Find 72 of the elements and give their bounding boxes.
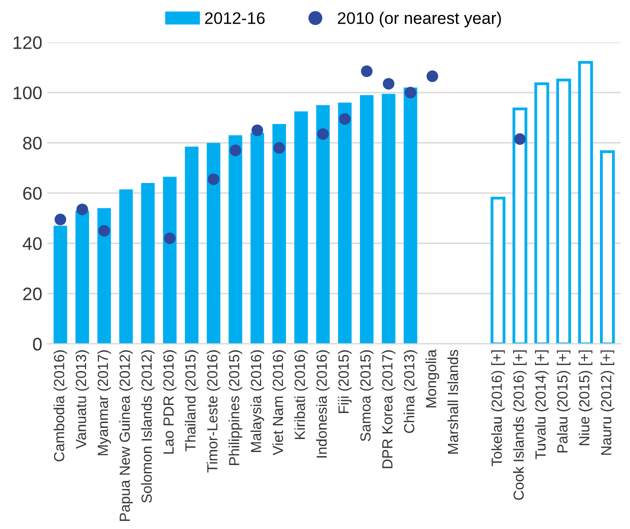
bar <box>556 78 572 344</box>
x-tick-label: Niue (2015) [+] <box>578 350 592 446</box>
x-tick-label: Tokelau (2016) [+] <box>491 350 505 466</box>
bar <box>512 108 528 344</box>
x-tick-label: Malaysia (2016) <box>250 350 264 452</box>
x-tick-label: Solomon Islands (2012) <box>141 350 155 503</box>
bar <box>141 183 155 344</box>
y-tick-label: 60 <box>23 187 42 200</box>
bar <box>206 142 220 344</box>
point <box>339 113 351 125</box>
point <box>208 173 220 186</box>
x-tick-label: Indonesia (2016) <box>316 350 330 458</box>
x-tick-label: Tuvalu (2014) [+] <box>534 350 549 460</box>
x-tick-label: Viet Nam (2016) <box>272 350 286 456</box>
bar <box>600 150 615 344</box>
legend-label: 2012-16 <box>205 12 265 24</box>
point <box>252 124 264 136</box>
x-tick-label: Cambodia (2016) <box>54 350 68 462</box>
x-tick-label: Philippines (2015) <box>228 350 242 465</box>
x-tick-label: Thailand (2015) <box>184 350 198 452</box>
legend-label: 2010 (or nearest year) <box>338 12 501 28</box>
bar <box>382 94 396 344</box>
bar <box>534 82 550 344</box>
bar <box>184 146 198 344</box>
x-tick-label: Palau (2015) [+] <box>556 350 570 452</box>
point <box>54 214 66 226</box>
x-tick-label: Myanmar (2017) <box>97 350 111 456</box>
point <box>98 224 110 237</box>
y-tick-label: 40 <box>22 237 42 250</box>
bar <box>578 61 593 344</box>
bar <box>404 88 418 344</box>
point <box>514 133 526 145</box>
bar <box>97 208 111 344</box>
point <box>404 86 416 98</box>
bar <box>360 95 374 344</box>
x-tick-label: Lao PDR (2016) <box>162 350 177 454</box>
bar <box>250 132 264 344</box>
x-tick-label: Nauru (2012) [+] <box>600 350 614 455</box>
bar <box>75 210 90 344</box>
x-tick-label: Papua New Guinea (2012) <box>119 350 133 521</box>
bar <box>316 105 330 344</box>
bar <box>294 111 308 344</box>
point <box>230 144 242 156</box>
x-tick-label: Vanuatu (2013) <box>75 350 90 449</box>
bar <box>490 196 506 344</box>
y-tick-label: 120 <box>14 36 42 50</box>
x-tick-label: DPR Korea (2017) <box>382 350 396 468</box>
bar <box>228 135 242 344</box>
point <box>426 70 438 82</box>
point <box>273 142 286 154</box>
point <box>164 232 176 244</box>
x-tick-label: Fiji (2015) <box>338 350 352 414</box>
x-tick-label: Timor-Leste (2016) <box>206 350 220 473</box>
x-tick-label: Kiribati (2016) <box>294 350 308 439</box>
point <box>317 128 329 140</box>
x-tick-label: Cook Islands (2016) [+] <box>513 350 527 500</box>
x-tick-label: China (2013) <box>404 350 418 433</box>
point <box>76 204 88 216</box>
y-tick-label: 100 <box>14 86 42 100</box>
y-tick-label: 80 <box>23 136 42 150</box>
bar <box>272 124 286 344</box>
bar <box>338 102 352 344</box>
point <box>382 78 394 90</box>
bar <box>163 176 177 344</box>
x-tick-label: Samoa (2015) <box>360 350 374 442</box>
bar <box>54 226 68 344</box>
point <box>360 65 373 78</box>
y-tick-label: 0 <box>33 338 42 351</box>
x-tick-label: Marshall Islands <box>447 350 458 454</box>
y-tick-label: 20 <box>23 288 42 300</box>
x-tick-label: Mongolia <box>426 349 440 408</box>
bar <box>119 189 133 344</box>
